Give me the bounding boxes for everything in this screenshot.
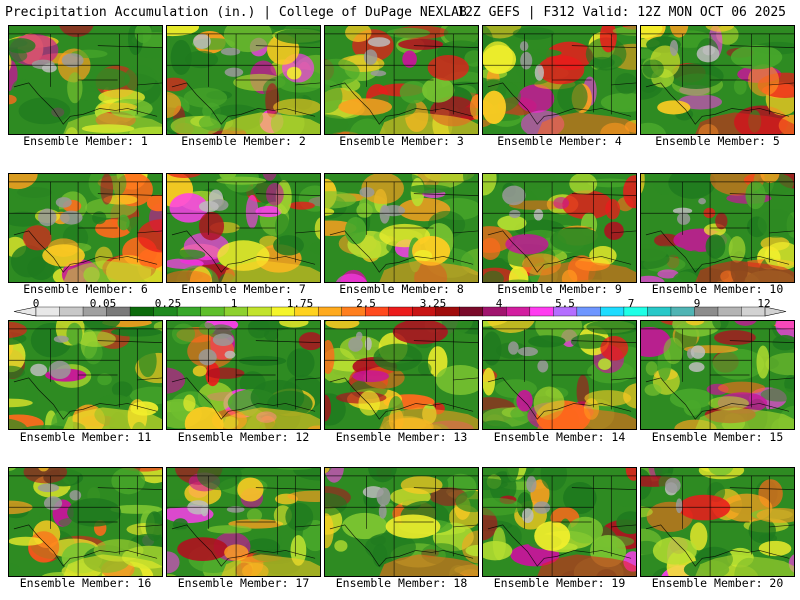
ensemble-member-caption: Ensemble Member: 15	[651, 430, 784, 444]
precip-map	[325, 26, 478, 134]
ensemble-member-map	[166, 320, 321, 430]
ensemble-member-caption: Ensemble Member: 13	[335, 430, 468, 444]
ensemble-member-caption: Ensemble Member: 17	[177, 576, 310, 590]
colorbar-swatch	[647, 306, 672, 317]
precip-map	[483, 26, 636, 134]
colorbar-swatch	[35, 306, 61, 317]
colorbar-swatch	[59, 306, 84, 317]
precip-colorbar	[13, 306, 787, 317]
colorbar-swatch	[200, 306, 225, 317]
colorbar-swatch	[129, 306, 155, 317]
colorbar-tick-label: 12	[757, 297, 771, 310]
ensemble-member-map	[640, 467, 795, 577]
ensemble-member-map	[8, 467, 163, 577]
precip-map	[167, 26, 320, 134]
ensemble-member-map	[482, 173, 637, 283]
ensemble-member-caption: Ensemble Member: 10	[651, 282, 784, 296]
ensemble-member-map	[166, 467, 321, 577]
colorbar-swatch	[600, 306, 625, 317]
ensemble-member-map	[166, 173, 321, 283]
precip-map	[167, 321, 320, 429]
colorbar-tick-label: 9	[693, 297, 701, 310]
ensemble-member-caption: Ensemble Member: 18	[335, 576, 468, 590]
precip-map	[641, 26, 794, 134]
precip-map	[483, 468, 636, 576]
model-run-info: 12Z GEFS | F312 Valid: 12Z MON OCT 06 20…	[457, 5, 786, 20]
precip-map	[167, 468, 320, 576]
precip-map	[9, 26, 162, 134]
ensemble-member-caption: Ensemble Member: 9	[497, 282, 622, 296]
colorbar-swatch	[317, 306, 343, 317]
colorbar-tick-label: 5.5	[555, 297, 575, 310]
ensemble-member-caption: Ensemble Member: 20	[651, 576, 784, 590]
colorbar-swatch	[529, 306, 554, 317]
colorbar-tick-label: 0.25	[154, 297, 182, 310]
ensemble-member-caption: Ensemble Member: 8	[339, 282, 464, 296]
ensemble-member-map	[482, 467, 637, 577]
precip-map	[9, 321, 162, 429]
ensemble-member-map	[8, 25, 163, 135]
colorbar-swatch	[459, 306, 484, 317]
ensemble-member-map	[166, 25, 321, 135]
ensemble-member-map	[482, 25, 637, 135]
precip-map	[9, 468, 162, 576]
ensemble-member-map	[482, 320, 637, 430]
ensemble-member-caption: Ensemble Member: 19	[493, 576, 626, 590]
precip-map	[641, 321, 794, 429]
ensemble-member-caption: Ensemble Member: 7	[181, 282, 306, 296]
ensemble-member-caption: Ensemble Member: 1	[23, 134, 148, 148]
colorbar-swatch	[576, 306, 601, 317]
ensemble-member-caption: Ensemble Member: 5	[655, 134, 780, 148]
precip-map	[641, 174, 794, 282]
colorbar-swatch	[506, 306, 531, 317]
colorbar-tick-label: 1.75	[286, 297, 314, 310]
colorbar-tick-label: 0	[32, 297, 40, 310]
ensemble-member-map	[8, 173, 163, 283]
ensemble-member-caption: Ensemble Member: 14	[493, 430, 626, 444]
colorbar-max-arrow	[764, 306, 787, 317]
ensemble-member-map	[324, 25, 479, 135]
precip-map	[641, 468, 794, 576]
colorbar-swatch	[388, 306, 413, 317]
colorbar-swatch	[717, 306, 742, 317]
precip-map	[483, 321, 636, 429]
ensemble-member-caption: Ensemble Member: 2	[181, 134, 306, 148]
colorbar-tick-label: 4	[495, 297, 503, 310]
ensemble-member-caption: Ensemble Member: 6	[23, 282, 148, 296]
ensemble-member-map	[324, 173, 479, 283]
colorbar-tick-label: 2.5	[356, 297, 376, 310]
precip-map	[325, 174, 478, 282]
ensemble-member-map	[8, 320, 163, 430]
ensemble-member-map	[324, 467, 479, 577]
colorbar-tick-label: 1	[230, 297, 238, 310]
ensemble-member-map	[640, 173, 795, 283]
precip-map	[325, 468, 478, 576]
page-title: Precipitation Accumulation (in.) | Colle…	[5, 5, 467, 20]
colorbar-swatch	[247, 306, 272, 317]
ensemble-member-map	[640, 320, 795, 430]
ensemble-member-caption: Ensemble Member: 3	[339, 134, 464, 148]
precip-map	[325, 321, 478, 429]
colorbar-tick-label: 3.25	[419, 297, 447, 310]
precip-map	[167, 174, 320, 282]
ensemble-member-map	[324, 320, 479, 430]
ensemble-member-caption: Ensemble Member: 12	[177, 430, 310, 444]
colorbar-tick-label: 0.05	[89, 297, 117, 310]
colorbar-swatch	[670, 306, 695, 317]
ensemble-member-caption: Ensemble Member: 16	[19, 576, 152, 590]
colorbar-tick-label: 7	[627, 297, 635, 310]
ensemble-member-caption: Ensemble Member: 11	[19, 430, 152, 444]
precip-map	[9, 174, 162, 282]
ensemble-member-map	[640, 25, 795, 135]
ensemble-member-caption: Ensemble Member: 4	[497, 134, 622, 148]
precip-map	[483, 174, 636, 282]
